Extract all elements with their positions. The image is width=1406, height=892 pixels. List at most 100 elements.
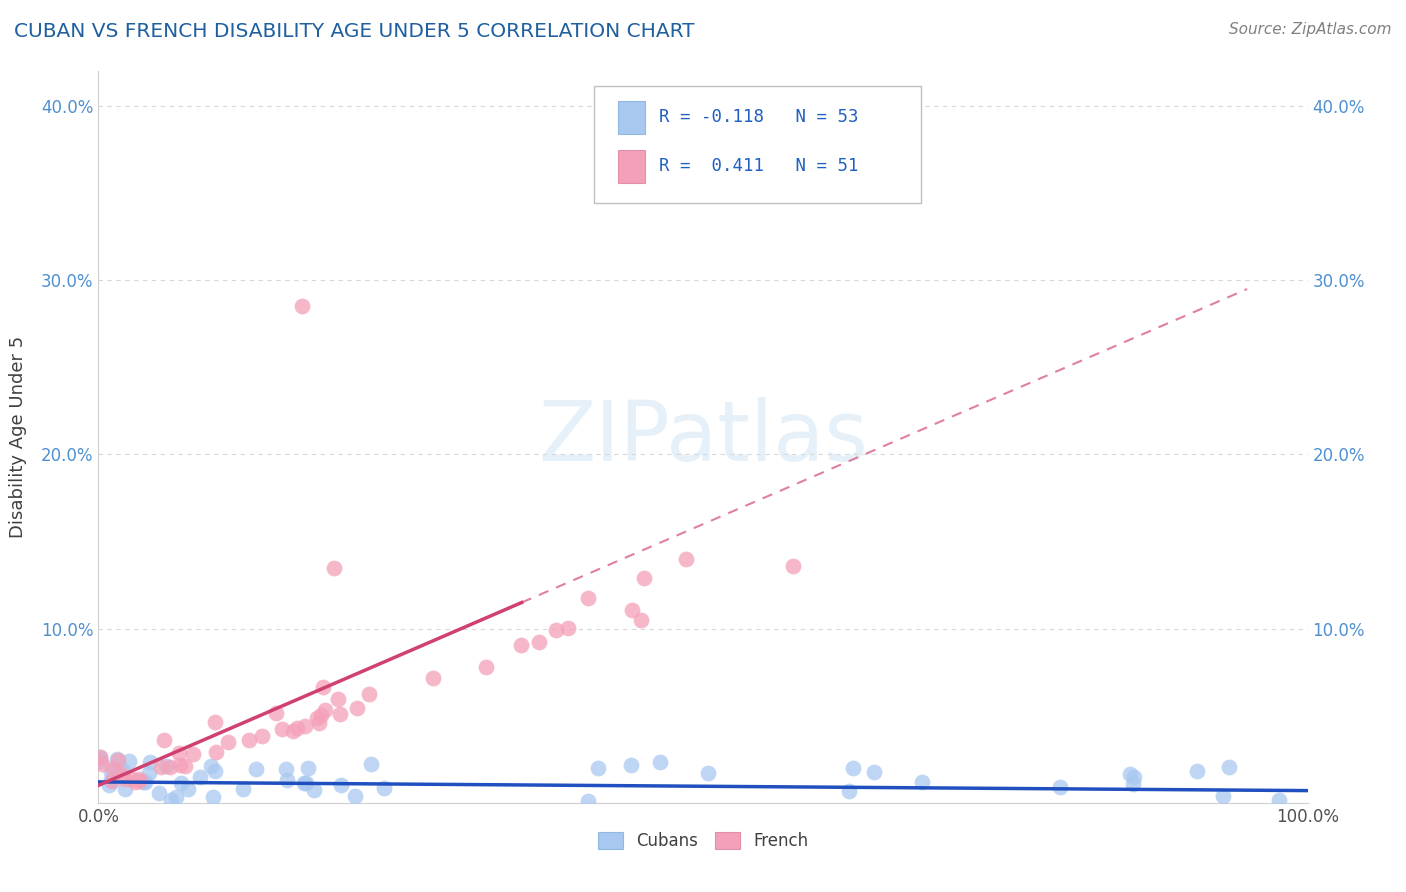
Point (89, 754, 111, 768)
Point (169, 758, 191, 772)
Point (546, 623, 568, 637)
Point (188, 770, 211, 784)
Point (217, 735, 239, 749)
Point (153, 732, 176, 747)
Y-axis label: Disability Age Under 5: Disability Age Under 5 (10, 336, 27, 538)
Text: R = -0.118   N = 53: R = -0.118 N = 53 (659, 109, 859, 127)
Point (675, 552, 697, 566)
Point (696, 766, 718, 780)
Point (105, 752, 128, 766)
Point (101, 762, 124, 776)
Point (527, 634, 550, 648)
Point (633, 571, 655, 585)
Point (422, 671, 444, 685)
Point (474, 659, 496, 673)
Point (169, 746, 191, 760)
Point (245, 762, 267, 776)
Point (90, 757, 112, 772)
Point (204, 764, 226, 778)
Point (295, 776, 318, 790)
Point (134, 774, 156, 789)
Point (200, 759, 222, 773)
Point (204, 745, 226, 759)
Point (782, 559, 804, 574)
Point (170, 775, 193, 789)
Point (232, 781, 254, 796)
Point (326, 691, 349, 706)
Point (132, 775, 155, 789)
Point (98, 778, 121, 792)
Point (204, 714, 226, 729)
Point (576, 794, 599, 808)
Point (586, 761, 609, 775)
Point (1119, 767, 1142, 781)
Point (183, 747, 205, 761)
Point (100, 774, 122, 789)
Text: Source: ZipAtlas.com: Source: ZipAtlas.com (1229, 22, 1392, 37)
Point (292, 776, 315, 790)
Point (344, 789, 367, 803)
Point (576, 591, 599, 606)
Point (1268, 793, 1291, 807)
FancyBboxPatch shape (619, 150, 645, 183)
Point (620, 757, 643, 772)
Point (1185, 764, 1208, 778)
Point (271, 723, 294, 737)
Point (842, 761, 865, 775)
Point (308, 716, 330, 731)
Point (250, 729, 273, 743)
Point (138, 766, 160, 780)
Point (100, 772, 122, 787)
Point (329, 706, 352, 721)
Point (1049, 780, 1071, 795)
Point (177, 782, 200, 797)
Point (107, 753, 129, 767)
Point (297, 761, 319, 775)
Text: ZIPatlas: ZIPatlas (538, 397, 868, 477)
Point (111, 762, 134, 776)
Point (307, 711, 329, 725)
Point (104, 764, 127, 778)
Point (360, 757, 382, 772)
Point (89, 749, 111, 764)
Point (121, 772, 143, 786)
Point (911, 775, 934, 789)
Point (863, 764, 886, 779)
Point (281, 723, 304, 738)
Point (110, 766, 132, 780)
Point (159, 760, 181, 774)
Point (290, 300, 312, 314)
Point (323, 560, 346, 574)
Point (128, 772, 150, 787)
Point (510, 638, 533, 652)
Point (150, 759, 173, 773)
Point (357, 687, 380, 701)
Point (557, 621, 579, 635)
Point (173, 758, 195, 772)
Point (155, 759, 177, 773)
FancyBboxPatch shape (595, 86, 921, 203)
Point (314, 703, 336, 717)
Point (165, 789, 187, 804)
Point (100, 765, 122, 780)
Point (114, 772, 136, 787)
Point (274, 762, 297, 776)
Point (264, 706, 287, 721)
Point (620, 603, 643, 617)
Point (630, 613, 652, 627)
Point (160, 793, 183, 807)
Point (118, 754, 141, 768)
Point (276, 773, 298, 788)
Point (329, 778, 352, 792)
Point (201, 790, 224, 805)
Point (346, 700, 368, 714)
Point (1122, 777, 1144, 791)
Point (114, 782, 136, 797)
Point (285, 721, 308, 735)
FancyBboxPatch shape (619, 101, 645, 134)
Point (139, 755, 162, 769)
Text: CUBAN VS FRENCH DISABILITY AGE UNDER 5 CORRELATION CHART: CUBAN VS FRENCH DISABILITY AGE UNDER 5 C… (14, 22, 695, 41)
Point (304, 782, 326, 797)
Point (1218, 760, 1240, 774)
Text: R =  0.411   N = 51: R = 0.411 N = 51 (659, 158, 859, 176)
